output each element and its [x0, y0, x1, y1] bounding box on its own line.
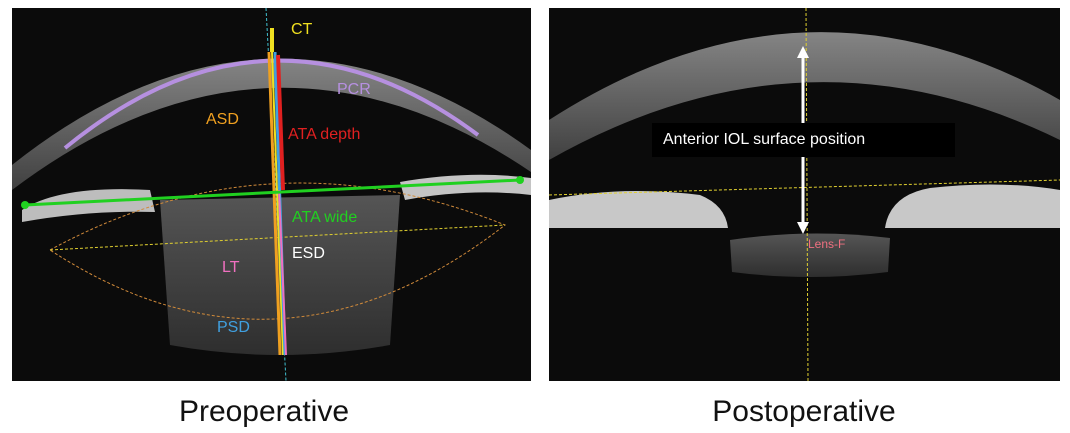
preoperative-panel: CT PCR ASD ATA depth ATA wide ESD LT PSD [12, 8, 531, 381]
postoperative-panel: Anterior IOL surface position Lens-F [549, 8, 1060, 381]
label: LT [222, 259, 240, 276]
label: ATA wide [292, 209, 357, 226]
annotation: Anterior IOL surface position [663, 131, 865, 148]
label: ESD [292, 245, 325, 262]
label: PCR [337, 81, 371, 98]
caption: Postoperative [712, 395, 895, 428]
caption: Preoperative [179, 395, 349, 428]
label: PSD [217, 319, 250, 336]
iris-left [549, 191, 728, 228]
page: CT PCR ASD ATA depth ATA wide ESD LT PSD… [0, 0, 1070, 433]
ata-point [21, 201, 29, 209]
ata-point [516, 176, 524, 184]
lens-label: Lens-F [808, 237, 845, 251]
label: ASD [206, 111, 239, 128]
label: CT [291, 21, 313, 38]
label: ATA depth [288, 126, 360, 143]
figure: CT PCR ASD ATA depth ATA wide ESD LT PSD… [0, 0, 1070, 433]
